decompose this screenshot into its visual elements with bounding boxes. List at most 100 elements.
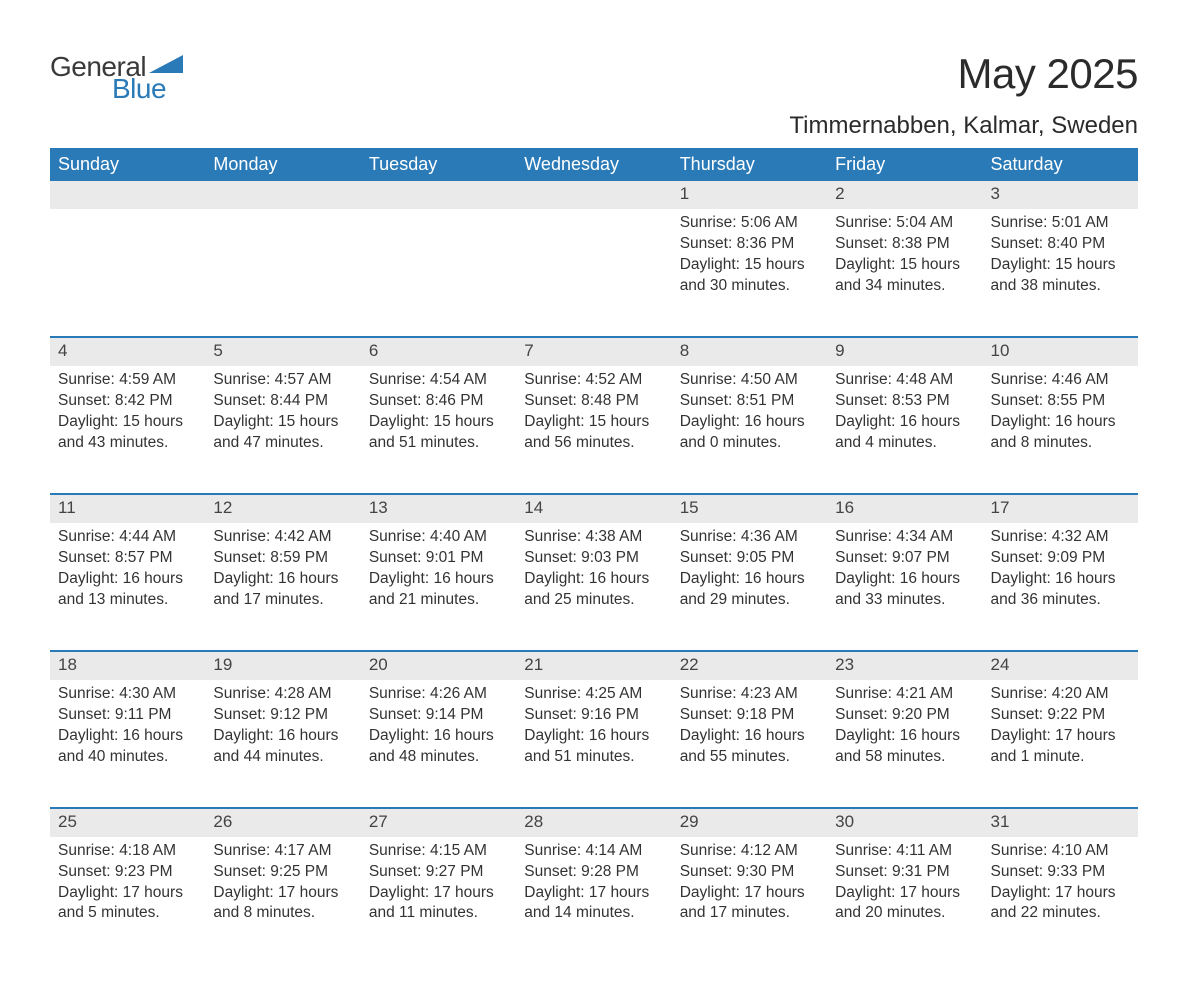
day-number: 8: [672, 338, 827, 366]
sunset-line-label: Sunset:: [991, 392, 1044, 409]
sunrise-line-value: 4:46 AM: [1052, 371, 1109, 388]
weekday-header: Monday: [205, 148, 360, 181]
sunrise-line: Sunrise: 4:59 AM: [58, 370, 197, 391]
day-cell: Sunrise: 5:04 AMSunset: 8:38 PMDaylight:…: [827, 209, 982, 337]
daylight-line: Daylight: 16 hours and 17 minutes.: [213, 569, 352, 611]
sunrise-line-label: Sunrise:: [213, 371, 270, 388]
sunset-line-label: Sunset:: [213, 392, 266, 409]
sunrise-line: Sunrise: 4:44 AM: [58, 527, 197, 548]
daylight-line: Daylight: 15 hours and 47 minutes.: [213, 412, 352, 454]
day-number-cell: 15: [672, 494, 827, 523]
sunset-line-value: 9:05 PM: [737, 549, 795, 566]
sunrise-line: Sunrise: 4:30 AM: [58, 684, 197, 705]
day-number: 12: [205, 495, 360, 523]
day-number-cell: [361, 181, 516, 209]
daylight-line-label: Daylight:: [213, 413, 273, 430]
day-number: 19: [205, 652, 360, 680]
sunset-line-label: Sunset:: [680, 549, 733, 566]
daylight-line: Daylight: 15 hours and 43 minutes.: [58, 412, 197, 454]
daylight-line: Daylight: 16 hours and 48 minutes.: [369, 726, 508, 768]
daylight-line: Daylight: 17 hours and 14 minutes.: [524, 883, 663, 925]
day-number-cell: 29: [672, 808, 827, 837]
daylight-line: Daylight: 17 hours and 20 minutes.: [835, 883, 974, 925]
sunrise-line: Sunrise: 4:11 AM: [835, 841, 974, 862]
daylight-line: Daylight: 16 hours and 58 minutes.: [835, 726, 974, 768]
day-cell: Sunrise: 5:01 AMSunset: 8:40 PMDaylight:…: [983, 209, 1138, 337]
sunrise-line-label: Sunrise:: [213, 528, 270, 545]
day-number: 6: [361, 338, 516, 366]
sunset-line-label: Sunset:: [369, 706, 422, 723]
sunrise-line-label: Sunrise:: [680, 842, 737, 859]
sunset-line-label: Sunset:: [680, 235, 733, 252]
sunrise-line-label: Sunrise:: [213, 685, 270, 702]
sunrise-line-label: Sunrise:: [369, 371, 426, 388]
sunrise-line-label: Sunrise:: [991, 528, 1048, 545]
daylight-line-label: Daylight:: [58, 884, 118, 901]
sunrise-line-label: Sunrise:: [835, 842, 892, 859]
title-block: May 2025 Timmernabben, Kalmar, Sweden: [789, 50, 1138, 140]
sunrise-line-label: Sunrise:: [835, 214, 892, 231]
calendar-table: SundayMondayTuesdayWednesdayThursdayFrid…: [50, 148, 1138, 965]
daylight-line: Daylight: 17 hours and 8 minutes.: [213, 883, 352, 925]
daylight-line: Daylight: 16 hours and 40 minutes.: [58, 726, 197, 768]
day-cell: Sunrise: 4:11 AMSunset: 9:31 PMDaylight:…: [827, 837, 982, 965]
sunset-line-value: 9:20 PM: [892, 706, 950, 723]
sunset-line: Sunset: 8:48 PM: [524, 391, 663, 412]
weekday-header: Tuesday: [361, 148, 516, 181]
sunset-line: Sunset: 9:33 PM: [991, 862, 1130, 883]
day-number-cell: 30: [827, 808, 982, 837]
sunrise-line-label: Sunrise:: [991, 371, 1048, 388]
sunrise-line-value: 4:54 AM: [430, 371, 487, 388]
day-number: 24: [983, 652, 1138, 680]
sunset-line-label: Sunset:: [58, 392, 111, 409]
sunset-line-label: Sunset:: [213, 706, 266, 723]
day-number-cell: 9: [827, 337, 982, 366]
sunset-line-value: 8:44 PM: [270, 392, 328, 409]
day-cell: Sunrise: 4:12 AMSunset: 9:30 PMDaylight:…: [672, 837, 827, 965]
brand-text-blue: Blue: [112, 75, 183, 103]
daylight-line-label: Daylight:: [524, 570, 584, 587]
daylight-line: Daylight: 17 hours and 17 minutes.: [680, 883, 819, 925]
day-number-cell: [50, 181, 205, 209]
sunrise-line-value: 5:06 AM: [741, 214, 798, 231]
sunrise-line: Sunrise: 4:57 AM: [213, 370, 352, 391]
sunset-line-value: 9:23 PM: [115, 863, 173, 880]
daylight-line: Daylight: 17 hours and 5 minutes.: [58, 883, 197, 925]
sunrise-line-label: Sunrise:: [58, 842, 115, 859]
daylight-line-label: Daylight:: [835, 727, 895, 744]
sunrise-line-value: 4:44 AM: [119, 528, 176, 545]
day-cell: Sunrise: 4:26 AMSunset: 9:14 PMDaylight:…: [361, 680, 516, 808]
sunrise-line-label: Sunrise:: [524, 842, 581, 859]
day-number-cell: 8: [672, 337, 827, 366]
sunset-line: Sunset: 9:22 PM: [991, 705, 1130, 726]
day-number-cell: 12: [205, 494, 360, 523]
sunset-line-value: 8:40 PM: [1047, 235, 1105, 252]
sunset-line: Sunset: 9:23 PM: [58, 862, 197, 883]
day-number-cell: [516, 181, 671, 209]
daylight-line-label: Daylight:: [213, 570, 273, 587]
sunset-line-value: 9:09 PM: [1047, 549, 1105, 566]
sunrise-line-label: Sunrise:: [58, 371, 115, 388]
sunrise-line-value: 4:50 AM: [741, 371, 798, 388]
sunrise-line-label: Sunrise:: [680, 685, 737, 702]
sunset-line: Sunset: 8:40 PM: [991, 234, 1130, 255]
sunrise-line-value: 4:26 AM: [430, 685, 487, 702]
day-number-cell: 3: [983, 181, 1138, 209]
sunrise-line-label: Sunrise:: [835, 685, 892, 702]
daylight-line-label: Daylight:: [680, 570, 740, 587]
sunset-line-label: Sunset:: [213, 863, 266, 880]
day-cell: Sunrise: 4:10 AMSunset: 9:33 PMDaylight:…: [983, 837, 1138, 965]
sunset-line-label: Sunset:: [991, 549, 1044, 566]
sunrise-line-value: 4:30 AM: [119, 685, 176, 702]
sunset-line-label: Sunset:: [835, 235, 888, 252]
sunset-line: Sunset: 9:25 PM: [213, 862, 352, 883]
day-cell: Sunrise: 4:52 AMSunset: 8:48 PMDaylight:…: [516, 366, 671, 494]
day-number: 26: [205, 809, 360, 837]
day-number: 17: [983, 495, 1138, 523]
day-number-cell: 22: [672, 651, 827, 680]
daylight-line-label: Daylight:: [835, 884, 895, 901]
sunset-line: Sunset: 9:30 PM: [680, 862, 819, 883]
day-number: 21: [516, 652, 671, 680]
sunset-line: Sunset: 9:07 PM: [835, 548, 974, 569]
sunset-line-label: Sunset:: [524, 549, 577, 566]
